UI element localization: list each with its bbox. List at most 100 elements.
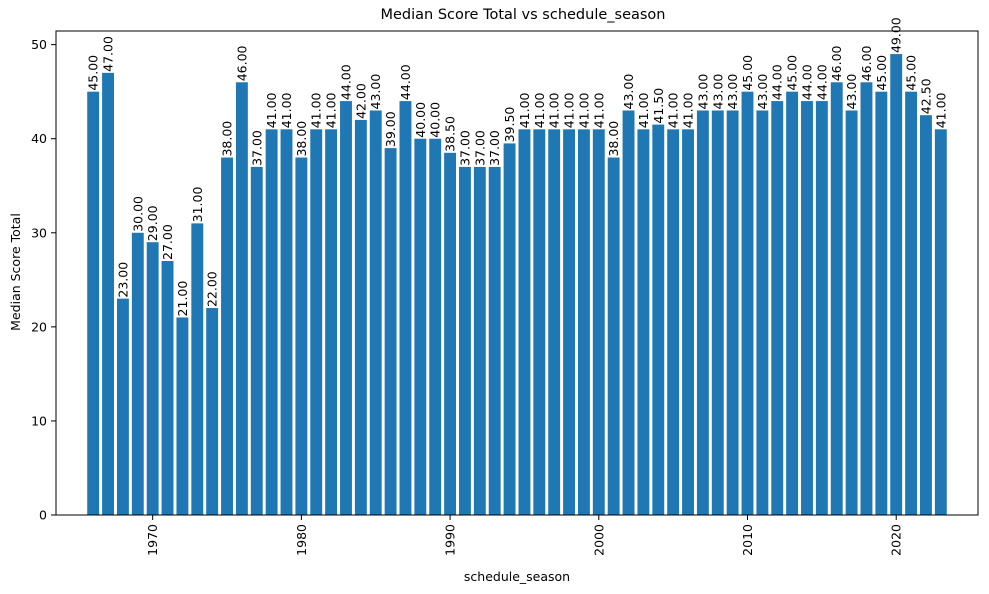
- bar-2017: [845, 110, 858, 516]
- bar-2007: [696, 110, 709, 516]
- bar-2015: [815, 101, 828, 515]
- data-label-1984: 42.00: [353, 83, 368, 119]
- data-label-1985: 43.00: [368, 74, 383, 110]
- bar-1979: [280, 129, 293, 515]
- data-label-1986: 39.00: [383, 111, 398, 147]
- bar-1986: [384, 148, 397, 515]
- data-label-1988: 40.00: [413, 102, 428, 138]
- data-label-2001: 38.00: [606, 121, 621, 157]
- data-label-1969: 30.00: [130, 196, 145, 232]
- bar-2008: [711, 110, 724, 516]
- bar-2014: [801, 101, 813, 515]
- y-tick-label-40: 40: [31, 131, 47, 146]
- bar-1966: [87, 91, 100, 516]
- data-label-1978: 41.00: [264, 92, 279, 128]
- data-label-2000: 41.00: [591, 92, 606, 128]
- bar-1970: [146, 242, 159, 515]
- x-tick-label-1990: 1990: [443, 524, 458, 556]
- data-label-1996: 41.00: [532, 92, 547, 128]
- data-label-1993: 37.00: [487, 130, 502, 166]
- y-tick-label-30: 30: [31, 225, 47, 240]
- data-label-2013: 45.00: [785, 55, 800, 91]
- bar-2016: [830, 82, 843, 516]
- data-label-2005: 41.00: [666, 92, 681, 128]
- data-label-2006: 41.00: [681, 92, 696, 128]
- data-label-1994: 39.50: [502, 107, 517, 143]
- data-label-1982: 41.00: [324, 92, 339, 128]
- bar-1973: [191, 223, 204, 515]
- data-label-2022: 42.50: [918, 78, 933, 114]
- data-label-1980: 38.00: [294, 121, 309, 157]
- data-label-2017: 43.00: [844, 74, 859, 110]
- data-label-1971: 27.00: [160, 224, 175, 260]
- bar-1981: [310, 129, 323, 515]
- data-label-1992: 37.00: [472, 130, 487, 166]
- bar-2019: [875, 91, 888, 516]
- y-axis-label: Median Score Total: [8, 213, 23, 331]
- data-label-1998: 41.00: [562, 92, 577, 128]
- data-label-1997: 41.00: [547, 92, 562, 128]
- data-label-2020: 49.00: [889, 17, 904, 53]
- bar-1997: [548, 129, 561, 515]
- axes-layer: 0 10 20 30 40 50 1970 1980 1990 2000 2010 2020: [31, 30, 979, 556]
- data-label-2016: 46.00: [829, 45, 844, 81]
- data-label-1970: 29.00: [145, 205, 160, 241]
- data-label-1981: 41.00: [309, 92, 324, 128]
- chart-title: Median Score Total vs schedule_season: [381, 7, 666, 23]
- bar-1988: [414, 138, 427, 515]
- data-label-1968: 23.00: [115, 262, 130, 298]
- bar-2005: [667, 129, 680, 515]
- bar-1984: [354, 119, 367, 516]
- bar-1987: [399, 101, 412, 515]
- bar-1968: [116, 298, 129, 515]
- bar-1976: [235, 82, 248, 516]
- bar-1974: [206, 308, 219, 515]
- bar-2004: [652, 124, 665, 515]
- data-label-2010: 45.00: [740, 55, 755, 91]
- data-label-2004: 41.50: [651, 88, 666, 124]
- bar-2020: [890, 54, 903, 516]
- bar-1985: [369, 110, 382, 516]
- data-label-1995: 41.00: [517, 92, 532, 128]
- bar-1971: [161, 261, 174, 515]
- data-label-1991: 37.00: [457, 130, 472, 166]
- bar-1991: [459, 166, 471, 515]
- bar-1989: [429, 138, 442, 515]
- bar-2010: [741, 91, 754, 516]
- data-label-2003: 41.00: [636, 92, 651, 128]
- bar-1978: [265, 129, 278, 515]
- bar-2023: [934, 129, 947, 515]
- data-label-2002: 43.00: [621, 74, 636, 110]
- y-tick-label-50: 50: [31, 37, 47, 52]
- x-tick-label-2010: 2010: [740, 524, 755, 556]
- x-axis-label: schedule_season: [464, 569, 570, 584]
- bar-2018: [860, 82, 873, 516]
- data-label-1990: 38.50: [443, 116, 458, 152]
- bar-1967: [102, 72, 114, 516]
- bar-1975: [221, 157, 233, 515]
- bar-2001: [607, 157, 620, 515]
- bar-1982: [325, 129, 338, 515]
- bar-2000: [592, 129, 605, 515]
- data-label-1975: 38.00: [220, 121, 235, 157]
- bar-1998: [563, 129, 575, 515]
- x-tick-label-1970: 1970: [145, 524, 160, 556]
- data-label-1983: 44.00: [338, 64, 353, 100]
- data-label-2012: 44.00: [770, 64, 785, 100]
- bar-1980: [295, 157, 308, 515]
- data-label-2008: 43.00: [710, 74, 725, 110]
- x-tick-label-2020: 2020: [889, 524, 904, 556]
- data-label-2019: 45.00: [874, 55, 889, 91]
- bar-1983: [340, 101, 352, 515]
- data-label-2011: 43.00: [755, 74, 770, 110]
- y-tick-label-10: 10: [31, 413, 47, 428]
- data-label-2014: 44.00: [799, 64, 814, 100]
- data-label-1979: 41.00: [279, 92, 294, 128]
- data-label-2015: 44.00: [814, 64, 829, 100]
- data-label-1967: 47.00: [101, 36, 116, 72]
- data-label-1999: 41.00: [576, 92, 591, 128]
- data-label-2018: 46.00: [859, 45, 874, 81]
